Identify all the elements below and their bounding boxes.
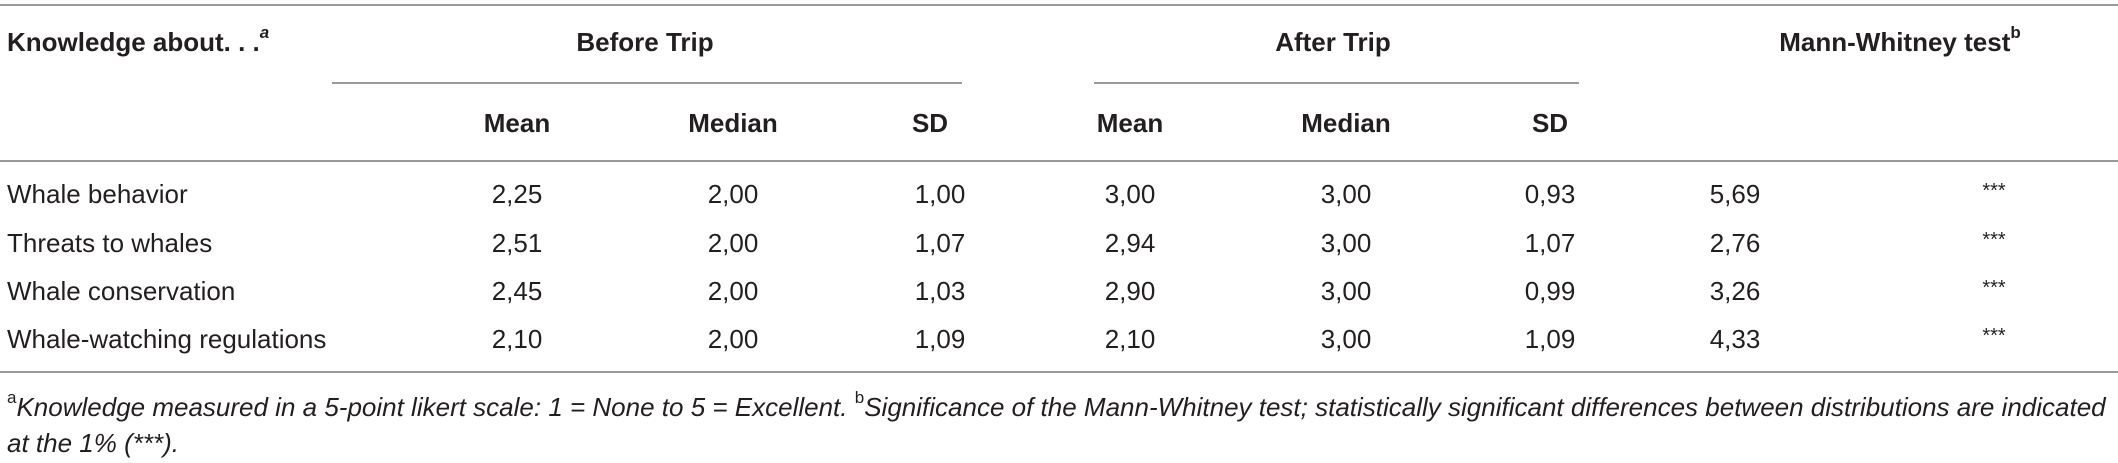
footnote-b-text: Significance of the Mann-Whitney test; s… <box>7 392 2106 458</box>
after-trip-rule <box>1094 82 1579 84</box>
significance-cell: *** <box>1982 325 2006 347</box>
after-median-header: Median <box>1301 108 1391 138</box>
significance-cell: *** <box>1982 277 2006 299</box>
row-label: Whale behavior <box>7 179 188 209</box>
footnote-a-text: Knowledge measured in a 5-point likert s… <box>16 392 848 422</box>
before-median-cell: 2,00 <box>707 276 759 306</box>
knowledge-header: Knowledge about. . .a <box>7 23 270 57</box>
after-mean-cell: 2,94 <box>1104 228 1156 258</box>
before-median-cell: 2,00 <box>707 179 759 209</box>
significance-cell: *** <box>1982 180 2006 202</box>
significance-cell: *** <box>1982 229 2006 251</box>
row-label: Threats to whales <box>7 228 213 258</box>
table-footnote: aKnowledge measured in a 5-point likert … <box>7 389 2111 461</box>
after-mean-cell: 3,00 <box>1104 179 1156 209</box>
after-trip-header: After Trip <box>1275 27 1391 57</box>
table-top-rule <box>0 4 2118 6</box>
footnote-a-marker: a <box>7 388 17 408</box>
after-sd-cell: 1,07 <box>1524 228 1576 258</box>
after-mean-header: Mean <box>1096 108 1164 138</box>
after-sd-cell: 0,99 <box>1524 276 1576 306</box>
before-median-cell: 2,00 <box>707 228 759 258</box>
after-mean-cell: 2,90 <box>1104 276 1156 306</box>
mann-whitney-cell: 2,76 <box>1709 228 1761 258</box>
after-sd-header: SD <box>1531 108 1569 138</box>
footnote-b-marker: b <box>854 388 865 408</box>
before-mean-cell: 2,51 <box>491 228 543 258</box>
row-label: Whale-watching regulations <box>7 324 327 354</box>
mann-whitney-cell: 3,26 <box>1709 276 1761 306</box>
before-sd-header: SD <box>911 108 949 138</box>
before-sd-cell: 1,09 <box>914 324 966 354</box>
before-sd-cell: 1,00 <box>914 179 966 209</box>
header-bottom-rule <box>0 160 2118 162</box>
table-bottom-rule <box>0 371 2118 373</box>
before-trip-rule <box>332 82 962 84</box>
before-median-cell: 2,00 <box>707 324 759 354</box>
before-median-header: Median <box>688 108 778 138</box>
row-label: Whale conservation <box>7 276 236 306</box>
after-median-cell: 3,00 <box>1320 228 1372 258</box>
before-sd-cell: 1,03 <box>914 276 966 306</box>
before-sd-cell: 1,07 <box>914 228 966 258</box>
before-trip-header: Before Trip <box>576 27 714 57</box>
before-mean-cell: 2,25 <box>491 179 543 209</box>
mann-whitney-cell: 4,33 <box>1709 324 1761 354</box>
before-mean-cell: 2,10 <box>491 324 543 354</box>
after-median-cell: 3,00 <box>1320 179 1372 209</box>
before-mean-cell: 2,45 <box>491 276 543 306</box>
before-mean-header: Mean <box>483 108 551 138</box>
mann-whitney-header: Mann-Whitney testb <box>1779 23 2021 57</box>
after-sd-cell: 0,93 <box>1524 179 1576 209</box>
after-median-cell: 3,00 <box>1320 276 1372 306</box>
mann-whitney-cell: 5,69 <box>1709 179 1761 209</box>
after-mean-cell: 2,10 <box>1104 324 1156 354</box>
after-median-cell: 3,00 <box>1320 324 1372 354</box>
after-sd-cell: 1,09 <box>1524 324 1576 354</box>
